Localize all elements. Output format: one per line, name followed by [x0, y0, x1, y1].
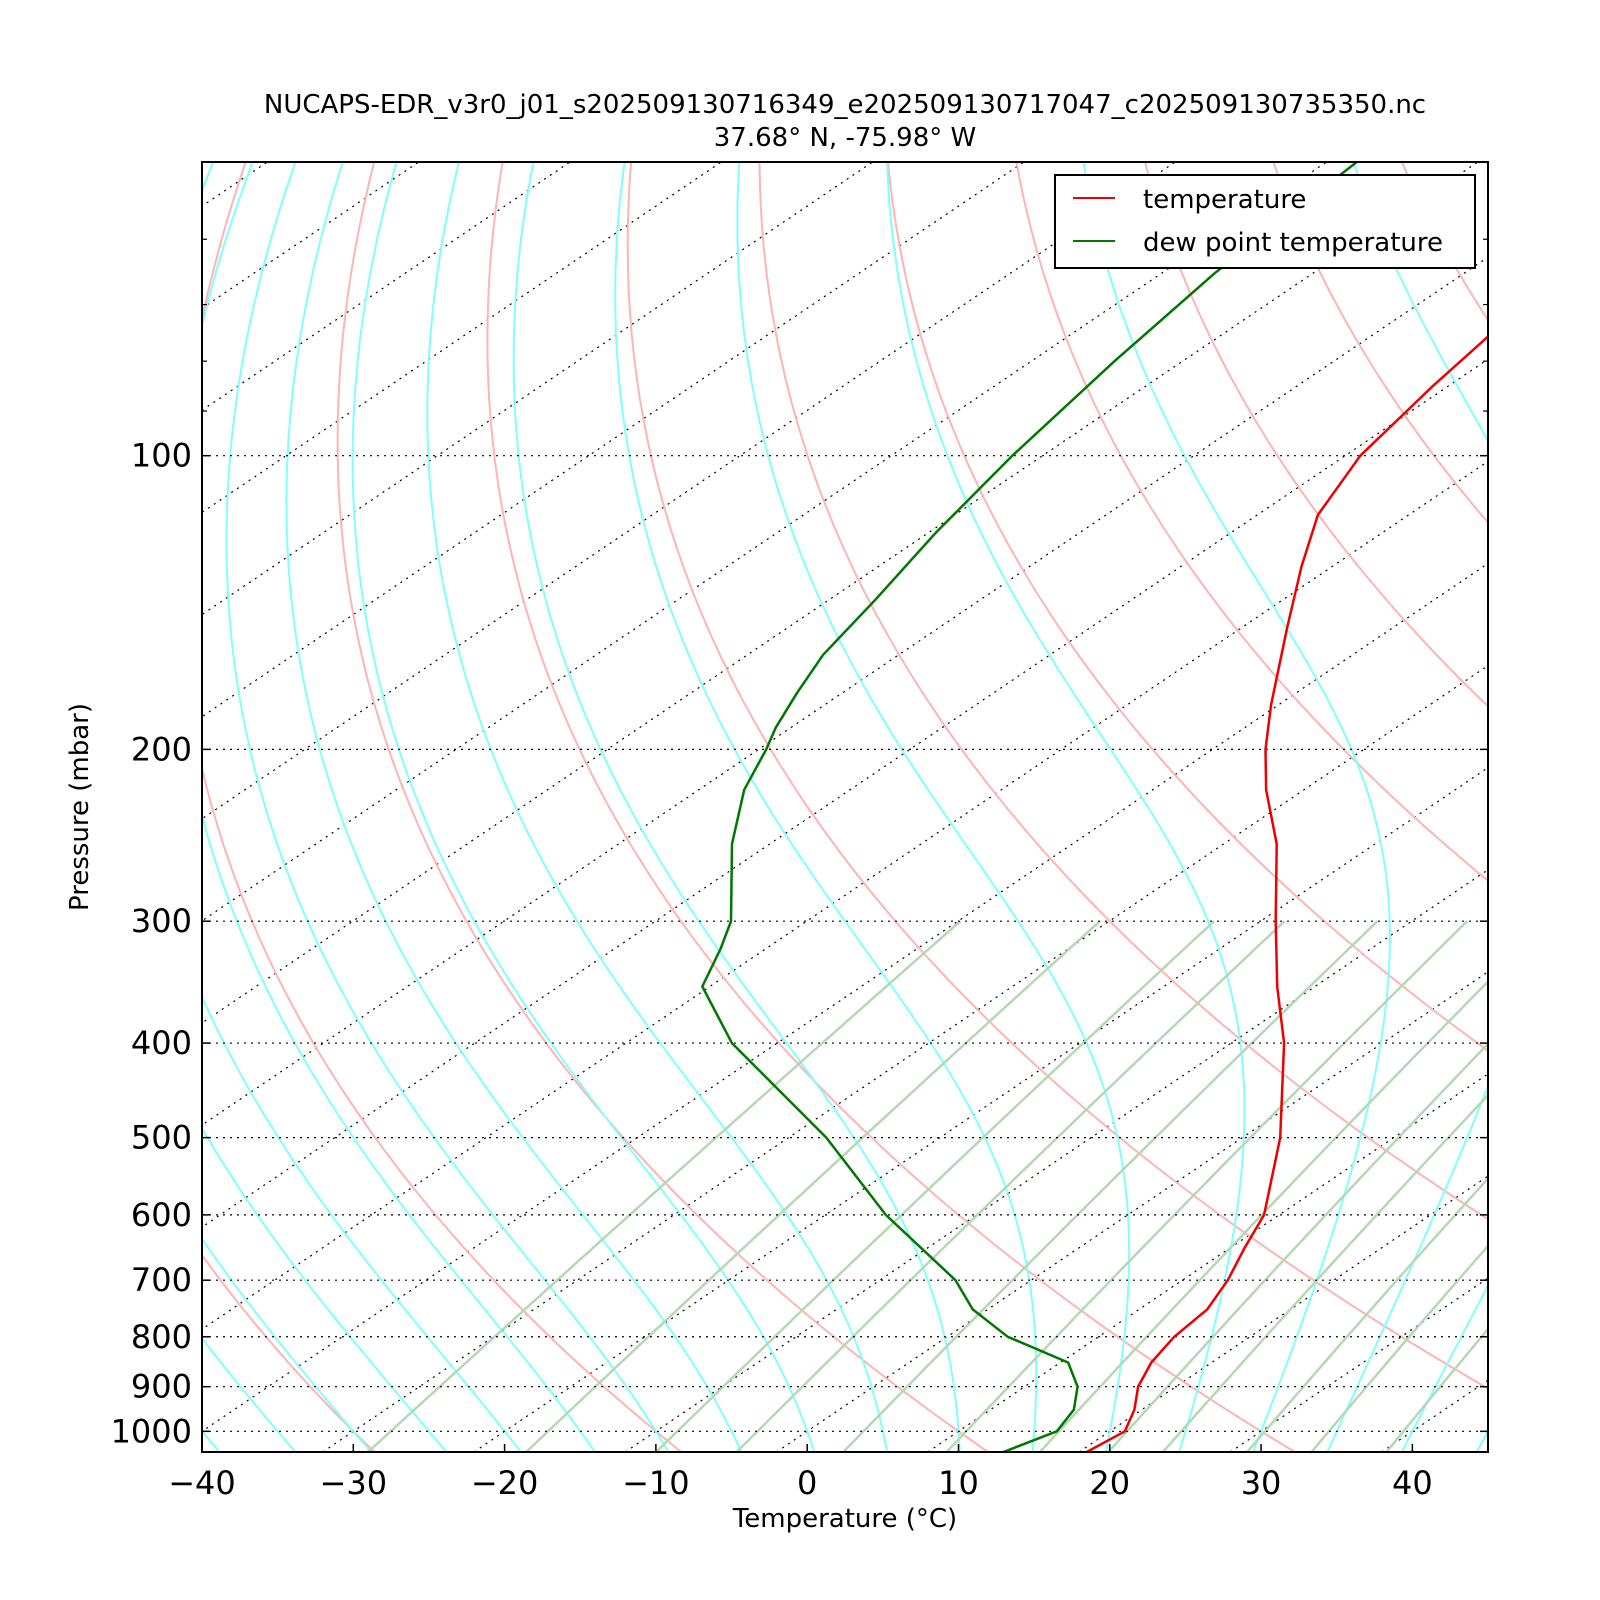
mixing-ratio-line: [1385, 1327, 1488, 1452]
isotherm-line: [202, 162, 1176, 820]
moist-adiabat-line: [426, 162, 888, 1452]
y-tick-label: 700: [131, 1261, 192, 1299]
isotherm-line: [624, 869, 1488, 1452]
mixing-ratio-line: [1039, 979, 1488, 1452]
isotherm-line: [202, 256, 1488, 1126]
mixing-ratio-line: [1162, 1093, 1488, 1452]
background-guide-lines: [202, 162, 1600, 1452]
dry-adiabat-line: [1400, 162, 1488, 322]
y-tick-label: 200: [131, 730, 192, 768]
isotherm-line: [473, 766, 1488, 1452]
temperature-line: [1086, 334, 1488, 1452]
moist-adiabat-line: [1326, 162, 1488, 1452]
moist-adiabat-line: [285, 162, 743, 1452]
isotherm-line: [202, 358, 1488, 1228]
x-tick-label: −20: [471, 1464, 539, 1502]
isotherm-line: [927, 1073, 1488, 1452]
moist-adiabat-line: [225, 162, 670, 1452]
chart-title: NUCAPS-EDR_v3r0_j01_s202509130716349_e20…: [264, 90, 1426, 120]
mixing-ratio-line: [1310, 1243, 1488, 1452]
moist-adiabat-line: [202, 1126, 447, 1452]
x-tick-label: −30: [320, 1464, 388, 1502]
y-tick-label: 600: [131, 1196, 192, 1234]
x-axis: −40 −30 −20 −10 0 10 20 30 40: [168, 1444, 1433, 1502]
x-tick-label: 0: [797, 1464, 817, 1502]
dry-adiabat-line: [486, 162, 1296, 1452]
mixing-ratio-line: [655, 920, 1215, 1452]
chart-subtitle: 37.68° N, -75.98° W: [714, 123, 976, 153]
mixing-ratio-line: [945, 920, 1468, 1452]
y-tick-label: 1000: [111, 1412, 192, 1450]
legend-box: [1054, 174, 1476, 269]
dry-adiabat-line: [626, 162, 1488, 1390]
dry-adiabat-line: [1015, 162, 1488, 882]
isotherm-line: [1533, 162, 1600, 1452]
moist-adiabat-line: [614, 162, 1038, 1452]
isotherm-line: [202, 162, 1327, 922]
dry-adiabat-line: [887, 162, 1488, 1052]
plot-frame: [201, 161, 1489, 1453]
mixing-ratio-line: [842, 920, 1379, 1452]
moist-adiabat-line: [202, 1336, 297, 1452]
moist-adiabat-line: [1475, 1429, 1488, 1452]
dry-adiabat-line: [202, 1253, 376, 1452]
mixing-ratio-line: [735, 920, 1286, 1452]
data-series: [701, 162, 1488, 1452]
isotherm-line: [202, 162, 722, 514]
isotherm-line: [202, 562, 1488, 1433]
isotherm-line: [202, 460, 1488, 1330]
dry-adiabat-line: [1143, 162, 1488, 708]
isotherm-line: [1078, 1175, 1488, 1452]
isotherm-line: [202, 162, 1479, 1024]
moist-adiabat-line: [736, 162, 1131, 1452]
mixing-ratio-line: [1107, 1042, 1488, 1452]
dry-adiabat-line: [336, 162, 989, 1452]
y-tick-label: 900: [131, 1368, 192, 1406]
y-axis-label: Pressure (mbar): [65, 703, 95, 911]
x-tick-label: 40: [1392, 1464, 1433, 1502]
moist-adiabat-line: [1401, 1283, 1488, 1452]
x-tick-label: −40: [168, 1464, 236, 1502]
dew-point-line: [701, 162, 1358, 1452]
dry-adiabat-line: [202, 162, 682, 1452]
mixing-ratio-line: [1246, 1176, 1488, 1452]
moist-adiabat-line: [512, 162, 961, 1452]
legend-label-temperature: temperature: [1143, 185, 1306, 215]
y-tick-label: 400: [131, 1024, 192, 1062]
isotherm-line: [202, 162, 1025, 718]
moist-adiabat-line: [202, 162, 596, 1452]
legend: temperature dew point temperature: [1054, 174, 1476, 269]
moist-adiabat-line: [202, 1237, 372, 1452]
y-tick-label: 100: [131, 437, 192, 475]
moist-adiabat-line: [202, 162, 522, 1452]
mixing-ratio-line: [525, 920, 1101, 1452]
moist-adiabat-line: [885, 162, 1246, 1452]
mixing-ratio-line: [367, 920, 962, 1452]
dry-adiabat-line: [758, 162, 1488, 1221]
x-tick-label: 20: [1089, 1464, 1130, 1502]
isotherm-line: [202, 162, 420, 309]
y-tick-label: 500: [131, 1119, 192, 1157]
legend-label-dew-point: dew point temperature: [1143, 228, 1443, 258]
moist-adiabat-line: [202, 1429, 221, 1452]
pressure-grid: [202, 455, 1488, 1432]
x-axis-label: Temperature (°C): [732, 1504, 957, 1534]
y-tick-label: 800: [131, 1318, 192, 1356]
x-tick-label: 30: [1241, 1464, 1282, 1502]
y-axis: 100 200 300 400 500 600 700 800 900 1000: [111, 238, 1488, 1450]
dry-adiabat-line: [1530, 162, 1600, 1452]
dry-adiabat-line: [1272, 162, 1488, 525]
x-tick-label: −10: [622, 1464, 690, 1502]
y-tick-label: 300: [131, 902, 192, 940]
moist-adiabat-line: [1082, 162, 1391, 1452]
isotherm-line: [202, 162, 268, 207]
moist-adiabat-line: [351, 162, 816, 1452]
x-tick-label: 10: [938, 1464, 979, 1502]
